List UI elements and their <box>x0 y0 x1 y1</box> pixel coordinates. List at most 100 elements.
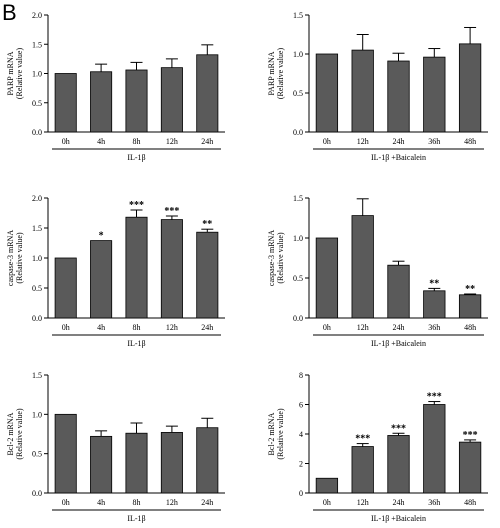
bar <box>315 53 339 133</box>
bar <box>196 427 219 494</box>
bar <box>458 294 482 319</box>
y-tick-label: 8 <box>299 371 303 380</box>
chart-panel: 0 2 4 6 8 Bcl-2 mRNA (Relative value) 0h *** 12h *… <box>267 371 488 523</box>
x-tick-label: 12h <box>357 323 369 332</box>
x-tick-label: 48h <box>464 498 476 507</box>
y-tick-label: 6 <box>299 401 303 410</box>
y-tick-label: 1.5 <box>32 371 42 380</box>
x-tick-label: 12h <box>357 498 369 507</box>
y-tick-label: 1.5 <box>293 194 303 203</box>
y-tick-label: 0.0 <box>32 128 42 137</box>
bar <box>160 67 183 133</box>
bar <box>54 257 77 319</box>
y-axis-label-sub: (Relative value) <box>276 232 285 284</box>
y-tick-label: 0.5 <box>32 99 42 108</box>
x-tick-label: 12h <box>166 323 178 332</box>
y-tick-label: 0.0 <box>293 314 303 323</box>
x-tick-label: 4h <box>97 498 105 507</box>
x-tick-label: 12h <box>166 137 178 146</box>
y-tick-label: 1.0 <box>293 234 303 243</box>
x-tick-label: 24h <box>201 323 213 332</box>
y-tick-label: 4 <box>299 430 303 439</box>
y-tick-label: 0.5 <box>32 450 42 459</box>
bar <box>423 290 446 319</box>
y-axis-label-sub: (Relative value) <box>15 232 24 284</box>
x-tick-label: 4h <box>97 323 105 332</box>
y-axis-label: Bcl-2 mRNA <box>6 412 15 455</box>
x-tick-label: 24h <box>393 137 405 146</box>
bar <box>315 237 339 319</box>
x-tick-label: 4h <box>97 137 105 146</box>
y-tick-label: 0.0 <box>32 489 42 498</box>
x-tick-label: 48h <box>464 137 476 146</box>
x-tick-label: 48h <box>464 323 476 332</box>
bar <box>125 216 148 319</box>
y-tick-label: 0.5 <box>293 274 303 283</box>
x-tick-label: 0h <box>62 498 70 507</box>
x-tick-label: 8h <box>133 498 141 507</box>
x-tick-label: 36h <box>428 498 440 507</box>
bar <box>160 219 183 319</box>
x-tick-label: 24h <box>393 323 405 332</box>
x-tick-label: 0h <box>62 137 70 146</box>
bar <box>423 404 446 494</box>
y-tick-label: 2.0 <box>32 11 42 20</box>
y-axis-label-sub: (Relative value) <box>15 408 24 460</box>
y-tick-label: 2.0 <box>32 194 42 203</box>
y-tick-label: 1.5 <box>293 11 303 20</box>
y-tick-label: 0.0 <box>293 128 303 137</box>
significance-label: *** <box>391 423 406 434</box>
bar <box>315 477 339 494</box>
bar <box>125 69 148 133</box>
y-tick-label: 1.0 <box>32 410 42 419</box>
bar <box>387 264 410 319</box>
bar <box>90 71 113 133</box>
x-tick-label: 8h <box>133 137 141 146</box>
x-axis-label: IL-1β <box>127 514 145 523</box>
x-axis-label: IL-1β +Baicalein <box>371 514 426 523</box>
significance-label: *** <box>129 200 144 211</box>
x-tick-label: 24h <box>393 498 405 507</box>
x-tick-label: 12h <box>357 137 369 146</box>
significance-label: *** <box>164 206 179 217</box>
bar <box>423 56 446 133</box>
x-tick-label: 24h <box>201 498 213 507</box>
bar <box>196 54 219 133</box>
chart-panel: 0.0 0.5 1.0 1.5 2.0 caspase-3 mRNA (Relative v… <box>6 194 225 348</box>
bar <box>90 435 113 494</box>
bar <box>387 60 410 133</box>
x-axis-label: IL-1β <box>127 339 145 348</box>
bar <box>458 43 482 133</box>
x-axis-label: IL-1β +Baicalein <box>371 153 426 162</box>
bar <box>351 215 374 319</box>
panel-label: B <box>2 0 17 25</box>
bar <box>387 435 410 494</box>
x-tick-label: 0h <box>62 323 70 332</box>
bar <box>54 73 77 133</box>
y-axis-label: Bcl-2 mRNA <box>267 412 276 455</box>
significance-label: * <box>99 231 104 242</box>
y-axis-label: PARP mRNA <box>267 51 276 95</box>
chart-panel: 0.0 0.5 1.0 1.5 caspase-3 mRNA (Relative valu… <box>267 194 488 348</box>
y-tick-label: 0.0 <box>32 314 42 323</box>
y-axis-label: caspase-3 mRNA <box>267 230 276 286</box>
y-tick-label: 2 <box>299 460 303 469</box>
significance-label: *** <box>463 430 478 441</box>
x-tick-label: 12h <box>166 498 178 507</box>
chart-panel: 0.0 0.5 1.0 1.5 PARP mRNA (Relative value) 0h 1… <box>267 11 488 162</box>
bar <box>458 441 482 494</box>
significance-label: ** <box>429 278 439 289</box>
bar <box>160 432 183 494</box>
y-tick-label: 0.5 <box>32 284 42 293</box>
chart-panel: 0.0 0.5 1.0 1.5 2.0 PARP mRNA (Relative value)… <box>6 11 225 162</box>
y-tick-label: 1.5 <box>32 224 42 233</box>
x-tick-label: 8h <box>133 323 141 332</box>
y-axis-label: PARP mRNA <box>6 51 15 95</box>
y-tick-label: 1.0 <box>293 50 303 59</box>
bar <box>125 432 148 494</box>
y-axis-label-sub: (Relative value) <box>276 48 285 100</box>
x-axis-label: IL-1β +Baicalein <box>371 339 426 348</box>
y-axis-label-sub: (Relative value) <box>15 48 24 100</box>
